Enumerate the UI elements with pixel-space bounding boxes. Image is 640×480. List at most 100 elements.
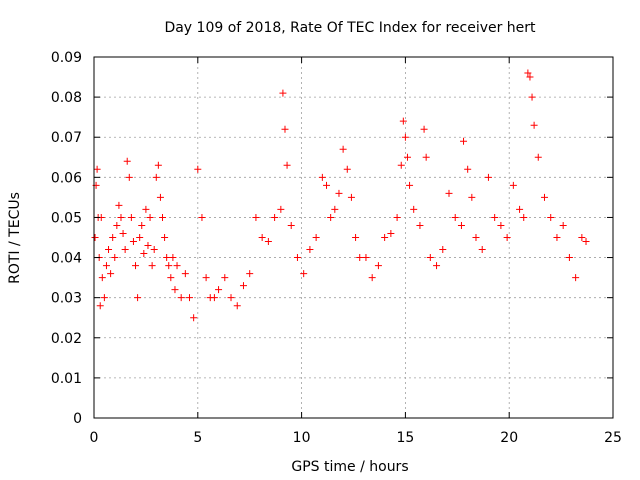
data-point [547, 213, 555, 221]
plot-frame [93, 56, 614, 419]
x-tick-label: 15 [396, 430, 414, 446]
data-point [159, 213, 167, 221]
data-point [221, 274, 229, 282]
data-point [142, 205, 150, 213]
data-point [451, 213, 459, 221]
data-point [210, 294, 218, 302]
data-point [271, 213, 279, 221]
data-point [283, 161, 291, 169]
y-tick-label: 0.05 [51, 210, 82, 226]
data-point [387, 229, 395, 237]
data-point [318, 173, 326, 181]
data-point [171, 286, 179, 294]
data-point [347, 193, 355, 201]
data-point [478, 246, 486, 254]
data-point [96, 302, 104, 310]
data-point [93, 165, 101, 173]
data-point [323, 181, 331, 189]
data-point [526, 73, 534, 81]
data-point [281, 125, 289, 133]
data-point [331, 205, 339, 213]
data-point [401, 133, 409, 141]
y-tick-label: 0.04 [51, 251, 82, 267]
y-tick-label: 0.01 [51, 371, 82, 387]
data-point [327, 213, 335, 221]
data-point [399, 117, 407, 125]
data-point [144, 242, 152, 250]
y-tick-label: 0.06 [51, 170, 82, 186]
data-point [161, 234, 169, 241]
data-point [279, 89, 287, 97]
data-point [464, 165, 472, 173]
x-tick-label: 0 [90, 430, 99, 446]
data-point [457, 221, 465, 229]
data-point [185, 294, 193, 302]
data-point [190, 314, 198, 322]
data-point [115, 201, 123, 209]
data-point [578, 234, 586, 241]
data-point [422, 153, 430, 161]
data-point [167, 274, 175, 282]
data-point [306, 246, 314, 254]
data-point [100, 294, 108, 302]
data-point [102, 262, 110, 270]
data-point [173, 262, 181, 270]
data-point [138, 221, 146, 229]
data-point [177, 294, 185, 302]
data-point [426, 254, 434, 262]
y-tick-label: 0.08 [51, 90, 82, 106]
y-tick-label: 0.09 [51, 50, 82, 66]
data-point [194, 165, 202, 173]
data-point [156, 193, 164, 201]
data-point [559, 221, 567, 229]
data-point [105, 246, 113, 254]
data-point [516, 205, 524, 213]
data-point [362, 254, 370, 262]
data-point [339, 145, 347, 153]
data-point [534, 153, 542, 161]
data-point [460, 137, 468, 145]
data-point [109, 234, 117, 241]
x-tick-label: 5 [193, 430, 202, 446]
data-point [215, 286, 223, 294]
x-tick-label: 25 [604, 430, 622, 446]
y-tick-label: 0.07 [51, 130, 82, 146]
data-point [121, 246, 129, 254]
data-point [497, 221, 505, 229]
data-point [540, 193, 548, 201]
data-point [520, 213, 528, 221]
data-point [239, 282, 247, 290]
x-tick-label: 20 [500, 430, 518, 446]
data-point [91, 234, 99, 241]
data-point [233, 302, 241, 310]
data-point [123, 157, 131, 165]
data-point [393, 213, 401, 221]
data-point [484, 173, 492, 181]
data-point [146, 213, 154, 221]
data-point [117, 213, 125, 221]
data-point [509, 181, 517, 189]
data-point [107, 270, 115, 278]
data-point [406, 181, 414, 189]
data-point [343, 165, 351, 173]
data-point [148, 262, 156, 270]
data-point [125, 173, 133, 181]
data-point [264, 238, 272, 246]
y-tick-label: 0.03 [51, 291, 82, 307]
data-point [165, 262, 173, 270]
data-point [119, 229, 127, 237]
data-point [420, 125, 428, 133]
data-point [277, 205, 285, 213]
data-point [150, 246, 158, 254]
y-tick-label: 0 [73, 411, 82, 427]
data-point [132, 262, 140, 270]
data-point [374, 262, 382, 270]
data-point [163, 254, 171, 262]
data-point [198, 213, 206, 221]
data-point [403, 153, 411, 161]
data-point [227, 294, 235, 302]
x-tick-label: 10 [293, 430, 311, 446]
data-point [202, 274, 210, 282]
